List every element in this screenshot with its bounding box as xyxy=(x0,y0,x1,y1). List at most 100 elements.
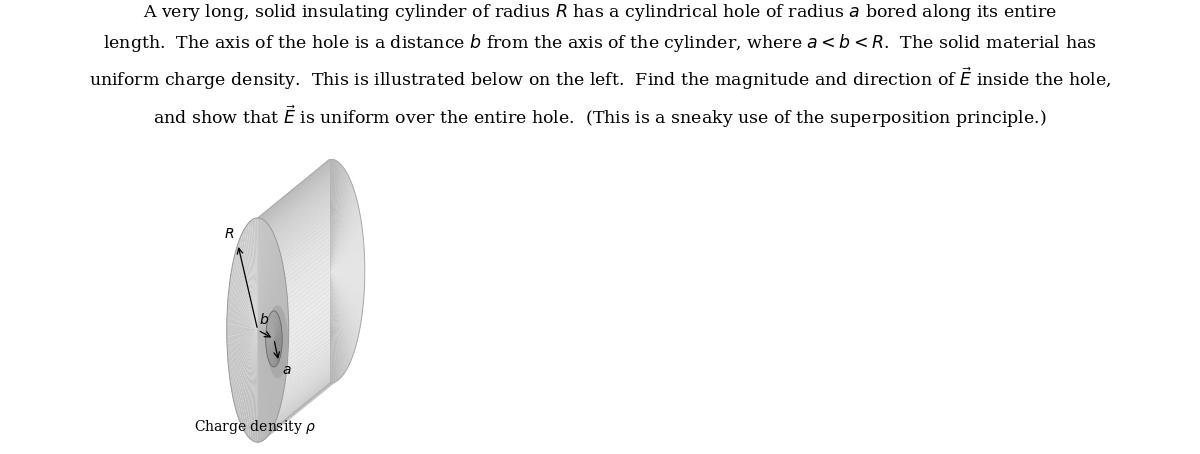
Polygon shape xyxy=(330,159,365,383)
Polygon shape xyxy=(241,232,258,330)
Polygon shape xyxy=(330,226,362,271)
Polygon shape xyxy=(330,271,358,341)
Polygon shape xyxy=(228,296,258,330)
Polygon shape xyxy=(269,315,274,339)
Polygon shape xyxy=(252,219,258,330)
Polygon shape xyxy=(288,289,365,352)
Polygon shape xyxy=(330,271,353,358)
Polygon shape xyxy=(274,339,282,352)
Polygon shape xyxy=(330,271,364,300)
Polygon shape xyxy=(258,309,288,330)
Polygon shape xyxy=(272,311,274,339)
Polygon shape xyxy=(258,226,271,330)
Polygon shape xyxy=(268,376,342,437)
Polygon shape xyxy=(330,180,352,271)
Polygon shape xyxy=(274,336,282,339)
Polygon shape xyxy=(280,347,355,410)
Polygon shape xyxy=(270,168,344,228)
Polygon shape xyxy=(286,314,362,377)
Polygon shape xyxy=(258,330,262,442)
Polygon shape xyxy=(266,339,274,352)
Polygon shape xyxy=(258,276,286,330)
Polygon shape xyxy=(274,364,349,426)
Polygon shape xyxy=(274,339,280,360)
Polygon shape xyxy=(248,330,258,439)
Polygon shape xyxy=(258,244,278,330)
Polygon shape xyxy=(250,220,258,330)
Polygon shape xyxy=(236,330,258,416)
Polygon shape xyxy=(281,195,356,257)
Polygon shape xyxy=(266,339,274,355)
Polygon shape xyxy=(330,271,352,362)
Polygon shape xyxy=(274,314,278,339)
Polygon shape xyxy=(242,229,258,330)
Polygon shape xyxy=(233,330,258,401)
Polygon shape xyxy=(330,159,332,271)
Polygon shape xyxy=(258,159,331,218)
Polygon shape xyxy=(283,205,359,268)
Polygon shape xyxy=(288,280,365,343)
Polygon shape xyxy=(252,330,258,441)
Polygon shape xyxy=(271,339,274,366)
Polygon shape xyxy=(330,271,360,332)
Polygon shape xyxy=(258,330,268,439)
Polygon shape xyxy=(265,332,274,339)
Polygon shape xyxy=(271,311,274,339)
Polygon shape xyxy=(330,210,360,271)
Polygon shape xyxy=(330,271,332,383)
Polygon shape xyxy=(274,339,277,365)
Polygon shape xyxy=(286,220,361,283)
Polygon shape xyxy=(288,241,364,304)
Polygon shape xyxy=(254,218,258,330)
Polygon shape xyxy=(288,253,365,317)
Polygon shape xyxy=(258,330,271,434)
Polygon shape xyxy=(330,271,355,355)
Polygon shape xyxy=(265,379,340,439)
Polygon shape xyxy=(258,264,284,330)
Polygon shape xyxy=(246,330,258,437)
Polygon shape xyxy=(264,380,338,440)
Polygon shape xyxy=(260,159,334,219)
Polygon shape xyxy=(274,329,282,339)
Polygon shape xyxy=(278,186,354,248)
Polygon shape xyxy=(330,160,337,271)
Polygon shape xyxy=(258,330,277,421)
Polygon shape xyxy=(330,271,348,371)
Polygon shape xyxy=(258,330,288,365)
Polygon shape xyxy=(330,248,365,271)
Polygon shape xyxy=(330,231,364,271)
Polygon shape xyxy=(272,367,348,428)
Polygon shape xyxy=(282,202,358,264)
Polygon shape xyxy=(259,383,332,442)
Polygon shape xyxy=(266,339,274,349)
Polygon shape xyxy=(274,339,276,366)
Polygon shape xyxy=(278,353,354,415)
Polygon shape xyxy=(278,350,355,412)
Polygon shape xyxy=(229,330,258,378)
Polygon shape xyxy=(330,205,359,271)
Polygon shape xyxy=(265,339,274,346)
Polygon shape xyxy=(287,232,364,296)
Polygon shape xyxy=(266,322,274,339)
Polygon shape xyxy=(330,159,336,271)
Polygon shape xyxy=(274,315,280,339)
Polygon shape xyxy=(258,270,284,330)
Polygon shape xyxy=(258,330,282,407)
Polygon shape xyxy=(258,159,365,442)
Polygon shape xyxy=(266,326,274,339)
Polygon shape xyxy=(262,382,336,441)
Polygon shape xyxy=(288,245,364,308)
Polygon shape xyxy=(274,339,282,349)
Polygon shape xyxy=(330,259,365,271)
Polygon shape xyxy=(288,297,364,360)
Polygon shape xyxy=(330,271,350,365)
Polygon shape xyxy=(330,271,365,289)
Polygon shape xyxy=(258,330,265,440)
Polygon shape xyxy=(258,330,264,441)
Polygon shape xyxy=(271,371,346,432)
Polygon shape xyxy=(284,326,360,389)
Polygon shape xyxy=(287,306,364,369)
Polygon shape xyxy=(266,329,274,339)
Polygon shape xyxy=(330,164,342,271)
Polygon shape xyxy=(258,330,284,390)
